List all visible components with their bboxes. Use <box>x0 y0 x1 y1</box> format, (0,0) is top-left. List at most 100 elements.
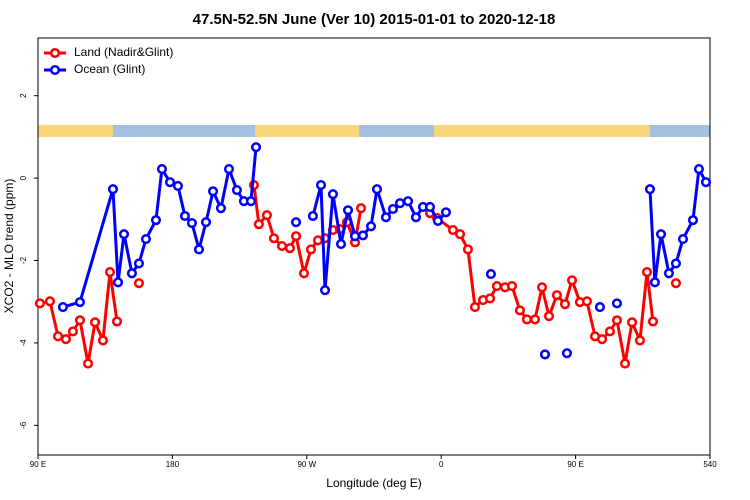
data-point <box>687 215 699 226</box>
data-point <box>611 298 623 309</box>
data-point <box>290 231 302 242</box>
legend-marker <box>49 47 61 59</box>
data-point <box>268 233 279 244</box>
ocean-band <box>113 125 255 137</box>
data-point <box>677 234 689 245</box>
data-point <box>179 210 190 222</box>
data-point <box>327 189 338 200</box>
data-point <box>619 358 631 369</box>
data-point <box>223 163 235 175</box>
legend-label: Land (Nadir&Glint) <box>74 45 173 59</box>
data-point <box>440 207 452 218</box>
data-point <box>74 297 86 308</box>
x-tick-label: 90 E <box>30 460 46 469</box>
data-point <box>670 258 682 269</box>
data-point <box>111 316 123 327</box>
data-point <box>44 296 55 307</box>
data-point <box>200 217 212 228</box>
data-point <box>357 230 368 241</box>
data-point <box>641 266 653 278</box>
y-tick-label: -2 <box>19 256 28 264</box>
data-point <box>172 180 183 191</box>
data-point <box>670 278 682 289</box>
data-point <box>536 282 548 293</box>
data-point <box>342 205 354 216</box>
data-point <box>594 302 605 313</box>
x-tick-label: 90 E <box>567 460 583 469</box>
data-point <box>215 203 226 214</box>
data-point <box>543 311 555 322</box>
data-point <box>604 326 615 337</box>
data-point <box>655 229 667 240</box>
data-point <box>596 334 608 345</box>
chart-title: 47.5N-52.5N June (Ver 10) 2015-01-01 to … <box>193 11 556 28</box>
y-tick-label: -6 <box>19 421 28 429</box>
x-tick-label: 90 W <box>297 460 316 469</box>
y-axis-label: XCO2 - MLO trend (ppm) <box>2 179 16 314</box>
surface-strip <box>38 125 710 137</box>
data-point <box>207 186 219 197</box>
data-point <box>514 305 525 316</box>
data-point <box>118 229 130 240</box>
data-point <box>371 184 383 195</box>
data-point <box>561 348 572 359</box>
data-point <box>60 334 71 345</box>
ocean-band <box>359 125 434 137</box>
data-point <box>261 210 272 221</box>
x-tick-label: 180 <box>166 460 180 469</box>
data-point <box>319 285 331 296</box>
data-point <box>394 198 406 209</box>
data-point <box>693 163 704 175</box>
data-point <box>402 196 414 207</box>
data-point <box>150 215 162 226</box>
data-point <box>74 315 86 326</box>
data-point <box>126 268 137 279</box>
data-point <box>335 238 347 250</box>
data-point <box>276 241 288 252</box>
data-point <box>432 215 443 227</box>
data-point <box>649 277 660 288</box>
data-point <box>663 268 674 279</box>
data-point <box>52 331 64 342</box>
data-point <box>89 317 101 328</box>
data-point <box>186 217 198 229</box>
data-point <box>82 358 94 369</box>
data-point <box>250 142 262 153</box>
data-point <box>112 277 124 288</box>
data-point <box>521 314 532 325</box>
data-point <box>581 296 592 307</box>
data-point <box>447 224 459 236</box>
legend-label: Ocean (Glint) <box>74 62 145 76</box>
data-point <box>156 163 167 175</box>
data-point <box>231 184 242 196</box>
data-point <box>140 234 152 245</box>
data-point <box>700 177 712 188</box>
data-point <box>424 201 436 212</box>
y-tick-label: 2 <box>19 93 28 98</box>
data-point <box>611 315 623 326</box>
data-point <box>307 210 318 222</box>
legend-marker <box>49 64 61 76</box>
data-point <box>253 219 264 230</box>
data-point <box>462 244 473 255</box>
data-point <box>349 231 361 242</box>
x-tick-label: 540 <box>703 460 717 469</box>
data-point <box>67 326 78 337</box>
x-axis-label: Longitude (deg E) <box>326 476 421 490</box>
data-point <box>506 281 518 292</box>
data-point <box>485 269 496 280</box>
data-point <box>315 180 327 191</box>
data-point <box>647 316 659 327</box>
data-point <box>355 203 367 214</box>
data-point <box>245 196 256 207</box>
data-point <box>566 275 578 286</box>
data-point <box>551 290 562 301</box>
data-point <box>387 203 399 215</box>
data-point <box>164 177 176 188</box>
data-point <box>529 314 541 325</box>
data-point <box>290 217 302 228</box>
data-point <box>107 184 119 195</box>
data-point <box>133 278 144 289</box>
data-point <box>484 293 496 304</box>
